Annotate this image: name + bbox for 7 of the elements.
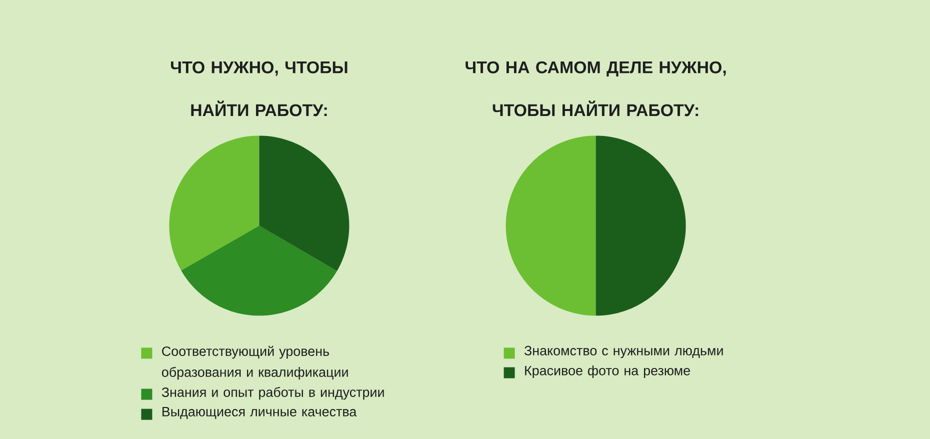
legend-label: Знания и опыт работы в индустрии: [162, 386, 384, 400]
chart-title: ЧТО НУЖНО, ЧТОБЫ НАЙТИ РАБОТУ:: [171, 61, 348, 116]
legend-label: Соответствующий уровень образования и квалификации: [162, 346, 348, 380]
legend-label: Выдающиеся личные качества: [162, 407, 357, 419]
legend-label: Красивое фото на резюме: [525, 365, 690, 378]
chart-title: ЧТО НА САМОМ ДЕЛЕ НУЖНО, ЧТОБЫ НАЙТИ РАБОТУ:: [466, 61, 726, 116]
legend-label: Знакомство с нужными людьми: [524, 346, 723, 358]
